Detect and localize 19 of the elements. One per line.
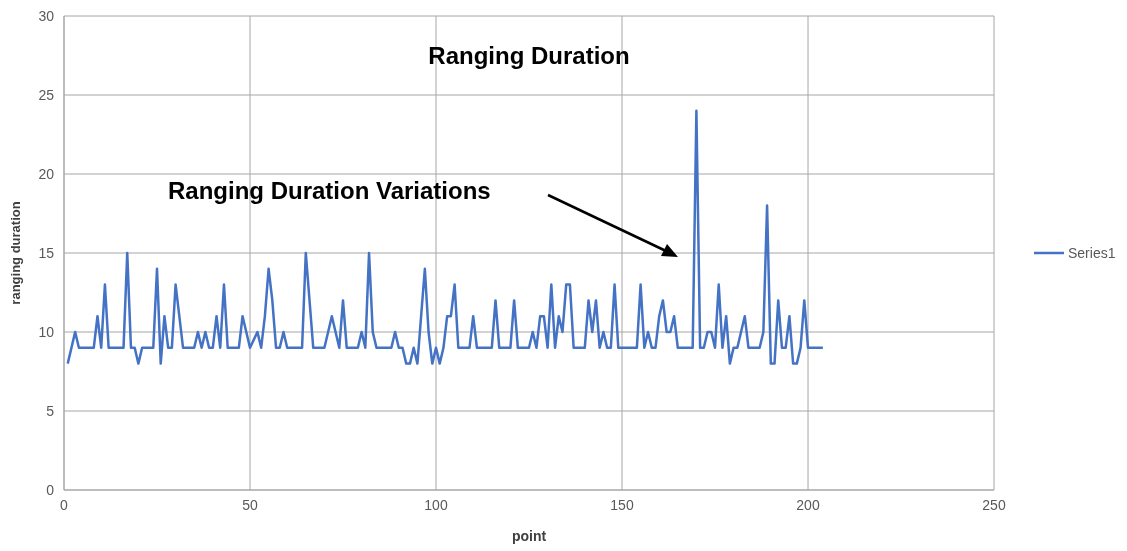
y-tick-label: 5	[46, 403, 55, 419]
annotation: Ranging Duration Variations	[168, 177, 491, 204]
y-tick-label: 15	[38, 245, 55, 261]
y-axis-title: ranging duration	[8, 201, 23, 305]
y-tick-label: 25	[38, 87, 55, 103]
y-tick-label: 20	[38, 166, 55, 182]
x-tick-label: 0	[60, 497, 69, 513]
x-tick-label: 150	[610, 497, 634, 513]
x-axis-title: point	[511, 528, 547, 544]
y-tick-label: 10	[38, 324, 55, 340]
text: Ranging Duration	[428, 42, 630, 69]
legend-label: Series1	[1068, 245, 1116, 261]
line-series	[66, 109, 825, 365]
x-tick-label: 100	[424, 497, 448, 513]
x-tick-label: 50	[242, 497, 258, 513]
x-tick-label: 250	[982, 497, 1006, 513]
x-tick-label: 200	[796, 497, 820, 513]
y-tick-label: 0	[46, 482, 55, 498]
y-tick-label: 30	[38, 8, 55, 24]
